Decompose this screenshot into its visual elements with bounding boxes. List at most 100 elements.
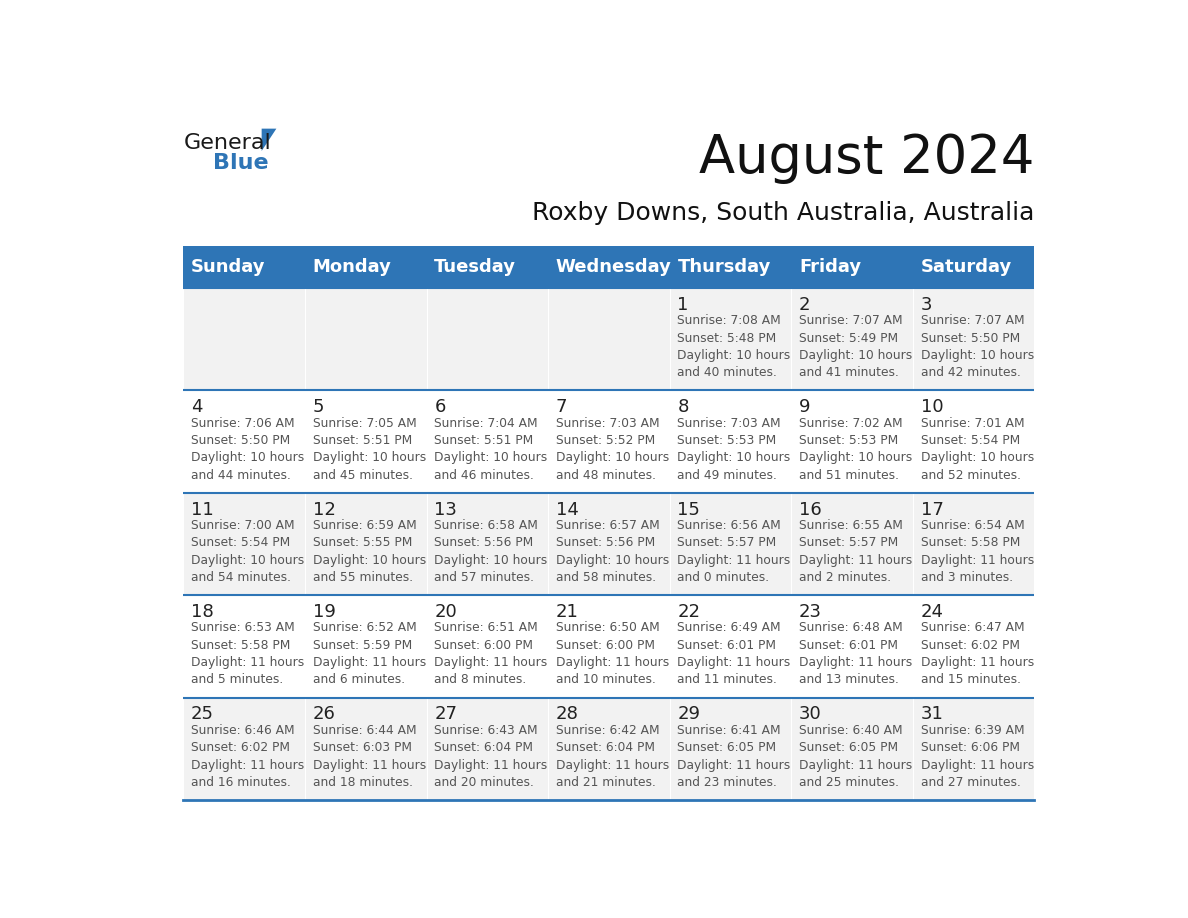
Text: Daylight: 11 hours: Daylight: 11 hours xyxy=(435,656,548,669)
Text: Sunset: 5:50 PM: Sunset: 5:50 PM xyxy=(191,434,290,447)
Text: Sunrise: 6:56 AM: Sunrise: 6:56 AM xyxy=(677,519,782,532)
Bar xyxy=(183,493,305,595)
Text: Sunset: 6:04 PM: Sunset: 6:04 PM xyxy=(556,741,655,755)
Text: Tuesday: Tuesday xyxy=(435,258,517,275)
Text: Sunset: 5:58 PM: Sunset: 5:58 PM xyxy=(921,536,1019,549)
Text: and 52 minutes.: and 52 minutes. xyxy=(921,468,1020,482)
Text: Sunset: 6:00 PM: Sunset: 6:00 PM xyxy=(556,639,655,652)
Text: 17: 17 xyxy=(921,500,943,519)
Text: 3: 3 xyxy=(921,296,933,314)
Text: 29: 29 xyxy=(677,705,701,723)
Bar xyxy=(426,390,548,493)
Bar xyxy=(183,390,305,493)
Text: and 16 minutes.: and 16 minutes. xyxy=(191,776,291,789)
Text: Daylight: 11 hours: Daylight: 11 hours xyxy=(191,656,304,669)
Text: Sunrise: 6:41 AM: Sunrise: 6:41 AM xyxy=(677,724,781,737)
Bar xyxy=(912,390,1035,493)
Text: Sunrise: 6:54 AM: Sunrise: 6:54 AM xyxy=(921,519,1024,532)
Text: Daylight: 11 hours: Daylight: 11 hours xyxy=(677,656,791,669)
Text: and 8 minutes.: and 8 minutes. xyxy=(435,674,526,687)
Text: Daylight: 11 hours: Daylight: 11 hours xyxy=(191,758,304,771)
Text: Sunset: 6:00 PM: Sunset: 6:00 PM xyxy=(435,639,533,652)
Text: Sunset: 6:01 PM: Sunset: 6:01 PM xyxy=(800,639,898,652)
Bar xyxy=(548,493,670,595)
Text: Daylight: 10 hours: Daylight: 10 hours xyxy=(312,452,426,465)
Text: Daylight: 10 hours: Daylight: 10 hours xyxy=(435,554,548,566)
Text: Sunset: 5:57 PM: Sunset: 5:57 PM xyxy=(800,536,898,549)
Text: and 10 minutes.: and 10 minutes. xyxy=(556,674,656,687)
Text: 2: 2 xyxy=(800,296,810,314)
Bar xyxy=(426,288,548,390)
Text: Daylight: 11 hours: Daylight: 11 hours xyxy=(921,758,1034,771)
Text: Sunset: 5:59 PM: Sunset: 5:59 PM xyxy=(312,639,412,652)
Text: and 51 minutes.: and 51 minutes. xyxy=(800,468,899,482)
Text: Daylight: 10 hours: Daylight: 10 hours xyxy=(312,554,426,566)
Text: Daylight: 11 hours: Daylight: 11 hours xyxy=(800,758,912,771)
Text: Sunrise: 6:51 AM: Sunrise: 6:51 AM xyxy=(435,621,538,634)
Text: Sunrise: 6:48 AM: Sunrise: 6:48 AM xyxy=(800,621,903,634)
Text: Daylight: 11 hours: Daylight: 11 hours xyxy=(921,554,1034,566)
Bar xyxy=(426,246,548,288)
Text: Sunrise: 7:03 AM: Sunrise: 7:03 AM xyxy=(556,417,659,430)
Bar xyxy=(426,595,548,698)
Text: Sunrise: 7:02 AM: Sunrise: 7:02 AM xyxy=(800,417,903,430)
Text: and 40 minutes.: and 40 minutes. xyxy=(677,366,777,379)
Bar xyxy=(305,288,426,390)
Text: Sunset: 5:58 PM: Sunset: 5:58 PM xyxy=(191,639,291,652)
Text: Daylight: 11 hours: Daylight: 11 hours xyxy=(435,758,548,771)
Text: 30: 30 xyxy=(800,705,822,723)
Text: 15: 15 xyxy=(677,500,700,519)
Text: August 2024: August 2024 xyxy=(699,131,1035,184)
Text: Daylight: 10 hours: Daylight: 10 hours xyxy=(677,452,791,465)
Text: Daylight: 10 hours: Daylight: 10 hours xyxy=(921,349,1034,362)
Text: Sunrise: 7:07 AM: Sunrise: 7:07 AM xyxy=(800,314,903,327)
Text: 16: 16 xyxy=(800,500,822,519)
Text: Sunrise: 6:39 AM: Sunrise: 6:39 AM xyxy=(921,724,1024,737)
Text: Sunrise: 7:03 AM: Sunrise: 7:03 AM xyxy=(677,417,781,430)
Text: and 5 minutes.: and 5 minutes. xyxy=(191,674,284,687)
Text: 11: 11 xyxy=(191,500,214,519)
Bar xyxy=(670,493,791,595)
Bar xyxy=(791,246,912,288)
Bar xyxy=(548,246,670,288)
Text: 6: 6 xyxy=(435,398,446,416)
Text: and 27 minutes.: and 27 minutes. xyxy=(921,776,1020,789)
Text: Sunrise: 6:55 AM: Sunrise: 6:55 AM xyxy=(800,519,903,532)
Text: Sunset: 5:54 PM: Sunset: 5:54 PM xyxy=(191,536,290,549)
Text: Sunset: 6:02 PM: Sunset: 6:02 PM xyxy=(921,639,1019,652)
Text: and 15 minutes.: and 15 minutes. xyxy=(921,674,1020,687)
Text: Sunset: 5:49 PM: Sunset: 5:49 PM xyxy=(800,331,898,344)
Text: 4: 4 xyxy=(191,398,203,416)
Text: Sunset: 5:57 PM: Sunset: 5:57 PM xyxy=(677,536,777,549)
Text: and 18 minutes.: and 18 minutes. xyxy=(312,776,412,789)
Text: 7: 7 xyxy=(556,398,568,416)
Text: 21: 21 xyxy=(556,603,579,621)
Text: 13: 13 xyxy=(435,500,457,519)
Bar xyxy=(791,698,912,800)
Bar xyxy=(305,493,426,595)
Text: Sunrise: 7:01 AM: Sunrise: 7:01 AM xyxy=(921,417,1024,430)
Text: 22: 22 xyxy=(677,603,701,621)
Text: Daylight: 10 hours: Daylight: 10 hours xyxy=(191,554,304,566)
Text: Sunset: 6:04 PM: Sunset: 6:04 PM xyxy=(435,741,533,755)
Bar xyxy=(791,390,912,493)
Text: and 48 minutes.: and 48 minutes. xyxy=(556,468,656,482)
Text: Thursday: Thursday xyxy=(677,258,771,275)
Text: Sunset: 5:56 PM: Sunset: 5:56 PM xyxy=(556,536,655,549)
Bar xyxy=(912,595,1035,698)
Text: Sunset: 6:01 PM: Sunset: 6:01 PM xyxy=(677,639,777,652)
Text: Daylight: 11 hours: Daylight: 11 hours xyxy=(921,656,1034,669)
Text: and 55 minutes.: and 55 minutes. xyxy=(312,571,412,584)
Text: Sunrise: 6:58 AM: Sunrise: 6:58 AM xyxy=(435,519,538,532)
Text: 19: 19 xyxy=(312,603,335,621)
Text: Daylight: 11 hours: Daylight: 11 hours xyxy=(800,554,912,566)
Text: Sunset: 5:54 PM: Sunset: 5:54 PM xyxy=(921,434,1019,447)
Bar xyxy=(670,288,791,390)
Text: Sunrise: 6:52 AM: Sunrise: 6:52 AM xyxy=(312,621,417,634)
Text: and 58 minutes.: and 58 minutes. xyxy=(556,571,656,584)
Text: Monday: Monday xyxy=(312,258,392,275)
Text: 9: 9 xyxy=(800,398,810,416)
Text: Sunday: Sunday xyxy=(191,258,266,275)
Text: and 20 minutes.: and 20 minutes. xyxy=(435,776,535,789)
Text: Blue: Blue xyxy=(213,153,268,174)
